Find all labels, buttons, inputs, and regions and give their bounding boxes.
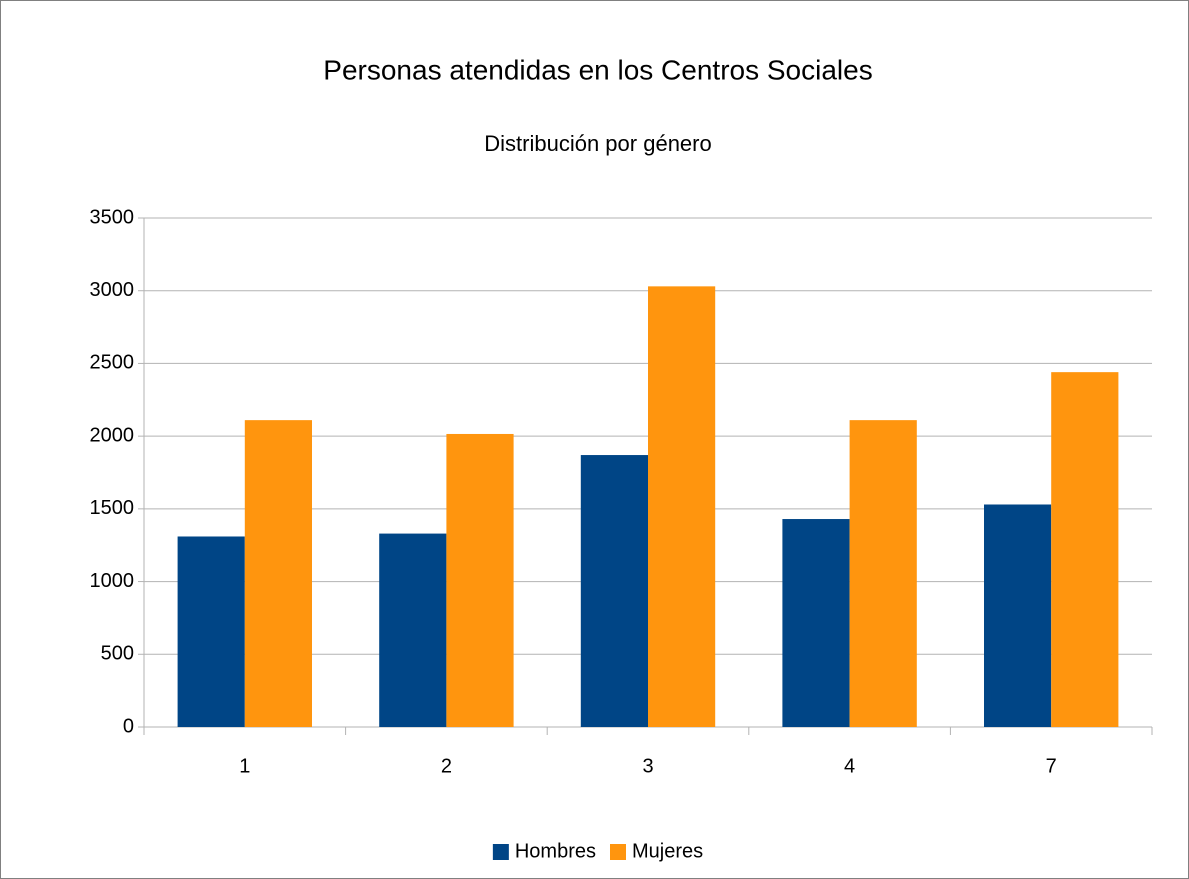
bar — [379, 533, 447, 727]
legend-item: Hombres — [492, 840, 596, 862]
x-tick-label: 4 — [844, 755, 855, 777]
bar — [984, 504, 1052, 727]
y-tick-label: 3500 — [90, 206, 135, 228]
y-tick-label: 3000 — [90, 279, 135, 301]
bar — [177, 536, 245, 727]
bar — [782, 519, 850, 727]
y-tick-label: 1500 — [90, 497, 135, 519]
legend-label: Mujeres — [632, 840, 703, 862]
y-tick-label: 0 — [123, 715, 134, 737]
legend-label: Hombres — [515, 840, 596, 862]
legend-swatch — [610, 844, 626, 860]
x-tick-label: 3 — [642, 755, 653, 777]
x-tick-label: 1 — [239, 755, 250, 777]
x-tick-label: 7 — [1046, 755, 1057, 777]
legend-swatch — [492, 844, 509, 860]
y-tick-label: 500 — [101, 643, 134, 665]
bar — [580, 455, 648, 727]
y-tick-label: 1000 — [90, 570, 135, 592]
chart-subtitle: Distribución por género — [484, 131, 711, 156]
bar — [849, 420, 917, 727]
x-tick-label: 2 — [441, 755, 452, 777]
chart-title: Personas atendidas en los Centros Social… — [323, 54, 872, 85]
bar — [244, 420, 312, 727]
bar — [446, 433, 514, 727]
y-tick-label: 2000 — [90, 424, 135, 446]
y-tick-label: 2500 — [90, 352, 135, 374]
legend-item: Mujeres — [610, 840, 703, 862]
bar — [1051, 372, 1119, 727]
bar — [648, 286, 716, 727]
